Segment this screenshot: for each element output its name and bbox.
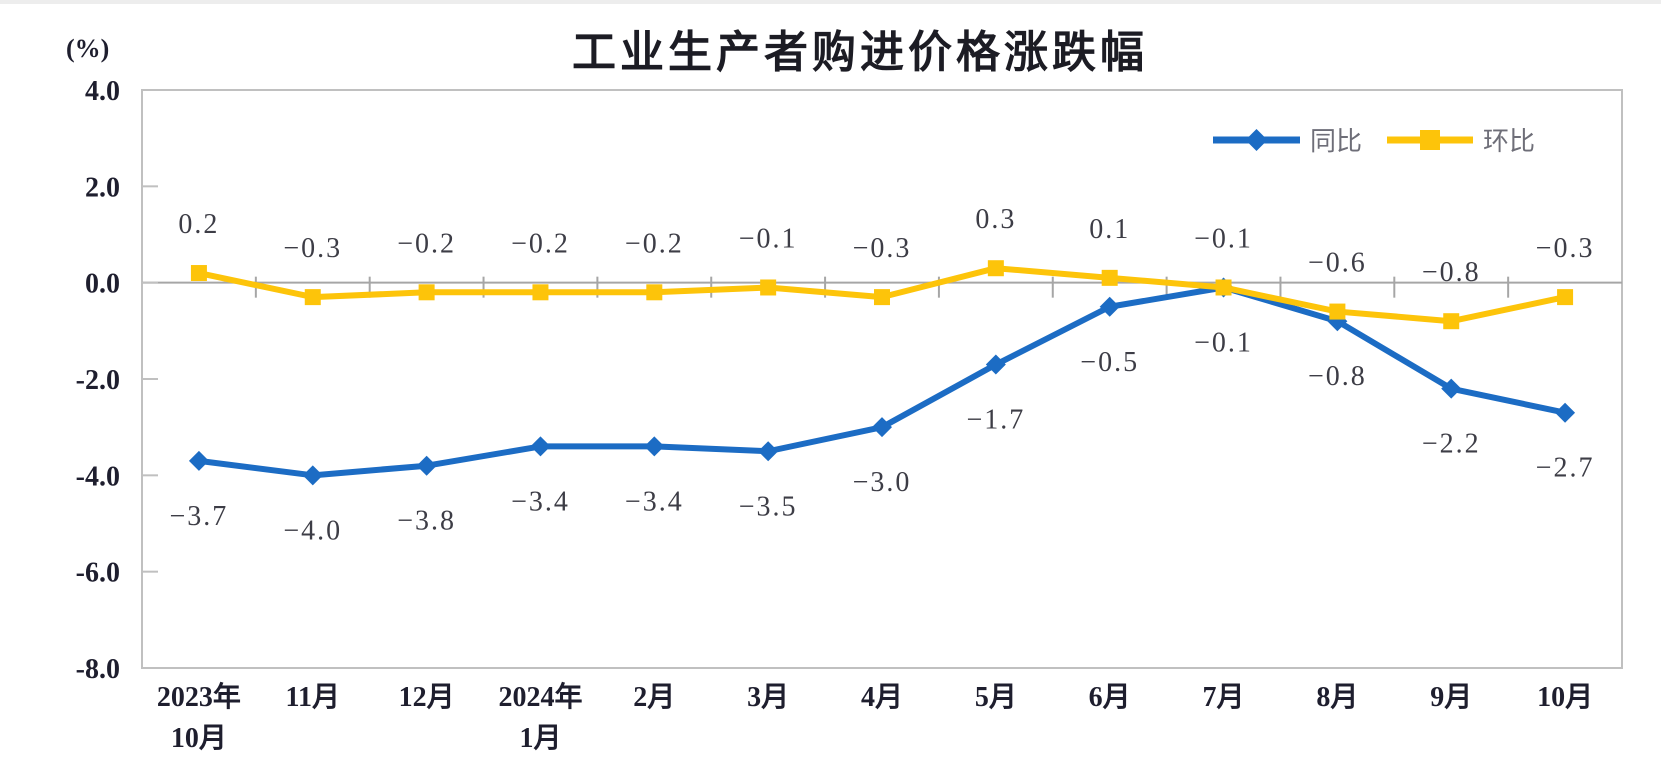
data-label: −0.1 <box>739 223 798 254</box>
data-label: −0.3 <box>283 233 342 264</box>
y-axis-label: -2.0 <box>76 365 120 396</box>
data-label: −3.0 <box>853 467 912 498</box>
series-marker-diamond <box>1441 378 1462 399</box>
y-axis-unit-label: (%) <box>66 34 110 63</box>
data-label: −3.4 <box>511 486 570 517</box>
series-marker-diamond <box>1099 296 1120 317</box>
x-axis-label: 10月 <box>1537 682 1593 713</box>
plot-border <box>141 89 1623 669</box>
x-axis-label: 6月 <box>1089 682 1131 713</box>
series-marker-diamond <box>530 436 551 457</box>
x-axis-label: 10月 <box>171 723 227 754</box>
y-axis-label: 0.0 <box>85 269 120 300</box>
x-axis-label: 8月 <box>1316 682 1358 713</box>
x-axis-label: 1月 <box>519 723 561 754</box>
series-marker-diamond <box>302 465 323 486</box>
x-axis-label: 7月 <box>1203 682 1245 713</box>
series-marker-diamond <box>416 455 437 476</box>
data-label: 0.1 <box>1089 214 1130 245</box>
legend-marker-diamond <box>1245 129 1268 151</box>
y-axis-label: -8.0 <box>76 654 120 685</box>
data-label: −3.5 <box>739 491 798 522</box>
y-axis-label: -4.0 <box>76 461 120 492</box>
series-marker-square <box>760 279 777 296</box>
chart-title: 工业生产者购进价格涨跌幅 <box>572 28 1148 77</box>
series-marker-square <box>1557 289 1574 306</box>
data-label: −3.7 <box>170 501 229 532</box>
data-label: −0.2 <box>511 228 570 259</box>
y-axis-label: 4.0 <box>85 76 120 107</box>
data-label: −3.8 <box>397 506 456 537</box>
series-marker-diamond <box>1555 402 1576 423</box>
series-marker-diamond <box>644 436 665 457</box>
x-axis-label: 12月 <box>399 682 455 713</box>
legend-marker-square <box>1420 130 1440 150</box>
series-marker-square <box>987 260 1004 277</box>
data-label: −0.2 <box>625 228 684 259</box>
x-axis-label: 9月 <box>1430 682 1472 713</box>
data-label: −2.2 <box>1422 429 1481 460</box>
data-label: −0.3 <box>853 233 912 264</box>
x-axis-label: 2月 <box>633 682 675 713</box>
legend-label: 同比 <box>1310 127 1362 156</box>
data-label: −0.6 <box>1308 248 1367 279</box>
series-marker-diamond <box>872 417 892 438</box>
data-label: −3.4 <box>625 486 684 517</box>
series-marker-square <box>532 284 549 301</box>
series-marker-square <box>646 284 663 301</box>
series-marker-square <box>1101 269 1118 286</box>
series-marker-square <box>418 284 435 301</box>
x-axis-label: 4月 <box>861 682 903 713</box>
data-label: −0.8 <box>1422 257 1481 288</box>
data-label: 0.3 <box>975 204 1016 235</box>
data-label: −0.8 <box>1308 361 1367 392</box>
series-marker-square <box>1215 279 1232 296</box>
y-axis-label: -6.0 <box>76 558 120 589</box>
y-axis-label: 2.0 <box>85 172 120 203</box>
data-label: −0.1 <box>1194 223 1253 254</box>
series-marker-diamond <box>758 441 779 462</box>
data-label: −0.5 <box>1080 347 1139 378</box>
series-marker-diamond <box>985 354 1006 375</box>
series-marker-square <box>304 289 321 306</box>
legend-label: 环比 <box>1483 127 1535 156</box>
data-label: −1.7 <box>966 405 1025 436</box>
data-label: 0.2 <box>178 209 219 240</box>
data-label: −0.1 <box>1194 327 1253 358</box>
data-label: −0.3 <box>1536 233 1595 264</box>
x-axis-label: 3月 <box>747 682 789 713</box>
data-label: −2.7 <box>1536 453 1595 484</box>
series-marker-diamond <box>188 450 209 471</box>
x-axis-label: 2024年 <box>498 680 582 713</box>
series-marker-square <box>874 289 890 306</box>
x-axis-label: 5月 <box>975 682 1017 713</box>
page-top-border <box>0 0 1661 4</box>
series-marker-square <box>1443 313 1460 330</box>
series-marker-square <box>190 265 207 282</box>
x-axis-label: 11月 <box>286 682 340 713</box>
data-label: −0.2 <box>397 228 456 259</box>
data-label: −4.0 <box>283 515 342 546</box>
x-axis-label: 2023年 <box>157 680 241 713</box>
series-marker-square <box>1329 303 1346 320</box>
